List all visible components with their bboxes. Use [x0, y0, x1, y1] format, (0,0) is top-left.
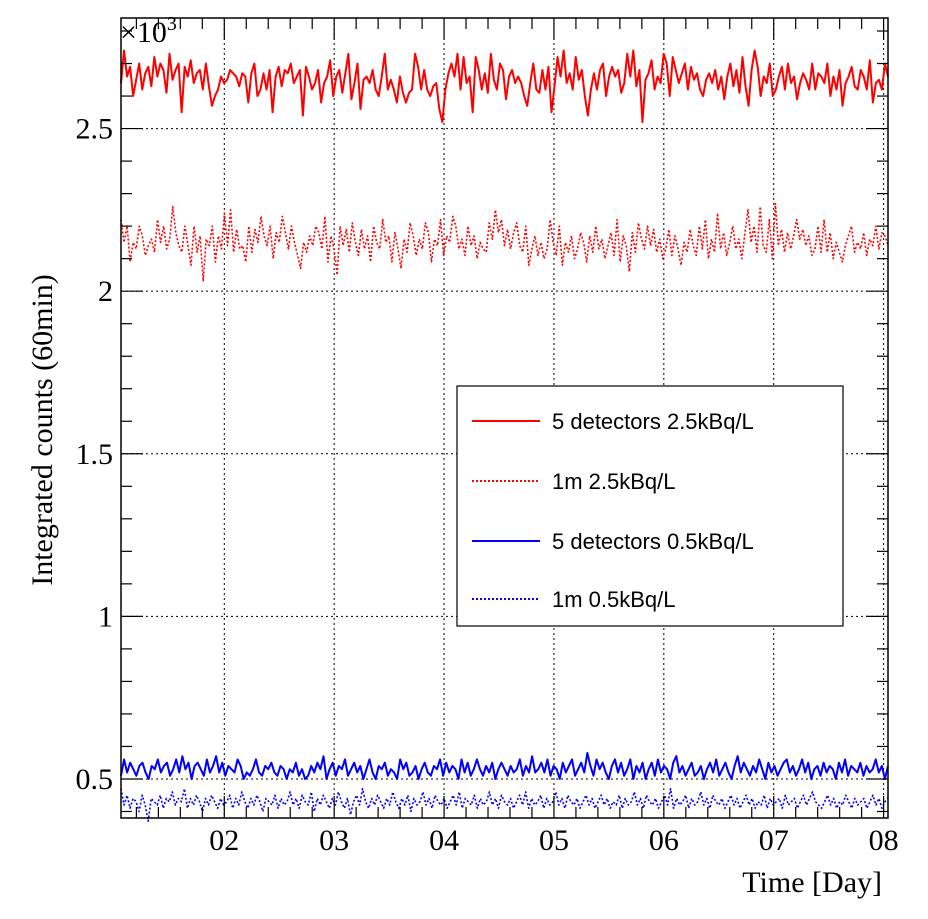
- tick-label-layer: 02 03 04 05 06 07 08 0.5 1 1.5 2 2.5: [76, 113, 899, 857]
- y-tick-label-0: 0.5: [76, 763, 114, 796]
- y-tick-label-2: 1.5: [76, 438, 114, 471]
- legend: 5 detectors 2.5kBq/L 1m 2.5kBq/L 5 detec…: [456, 385, 844, 627]
- y-tick-label-3: 2: [98, 275, 113, 308]
- legend-box: [456, 385, 844, 627]
- legend-label-series-1: 5 detectors 2.5kBq/L: [552, 409, 754, 434]
- series-layer: [120, 49, 889, 823]
- plot-frame: [120, 17, 889, 819]
- series-line-3: [120, 751, 889, 780]
- x-tick-label-1: 03: [319, 824, 349, 857]
- y-tick-label-1: 1: [98, 600, 113, 633]
- axes-layer: [120, 17, 889, 819]
- y-axis-title: Integrated counts (60min): [26, 274, 59, 586]
- x-tick-label-4: 06: [649, 824, 679, 857]
- series-line-2: [120, 202, 889, 283]
- x-tick-label-0: 02: [209, 824, 239, 857]
- y-axis-multiplier-base: ×10: [120, 16, 167, 49]
- legend-label-series-2: 1m 2.5kBq/L: [552, 469, 676, 494]
- x-tick-label-5: 07: [759, 824, 789, 857]
- x-axis-title: Time [Day]: [742, 866, 882, 899]
- x-tick-label-6: 08: [869, 824, 899, 857]
- y-axis-multiplier: ×103: [120, 13, 177, 49]
- y-axis-multiplier-exponent: 3: [167, 13, 177, 35]
- series-line-4: [120, 787, 889, 823]
- series-line-1: [120, 49, 889, 124]
- x-tick-label-3: 05: [539, 824, 569, 857]
- legend-label-series-3: 5 detectors 0.5kBq/L: [552, 529, 754, 554]
- y-tick-label-4: 2.5: [76, 113, 114, 146]
- legend-label-series-4: 1m 0.5kBq/L: [552, 587, 676, 612]
- x-tick-label-2: 04: [429, 824, 459, 857]
